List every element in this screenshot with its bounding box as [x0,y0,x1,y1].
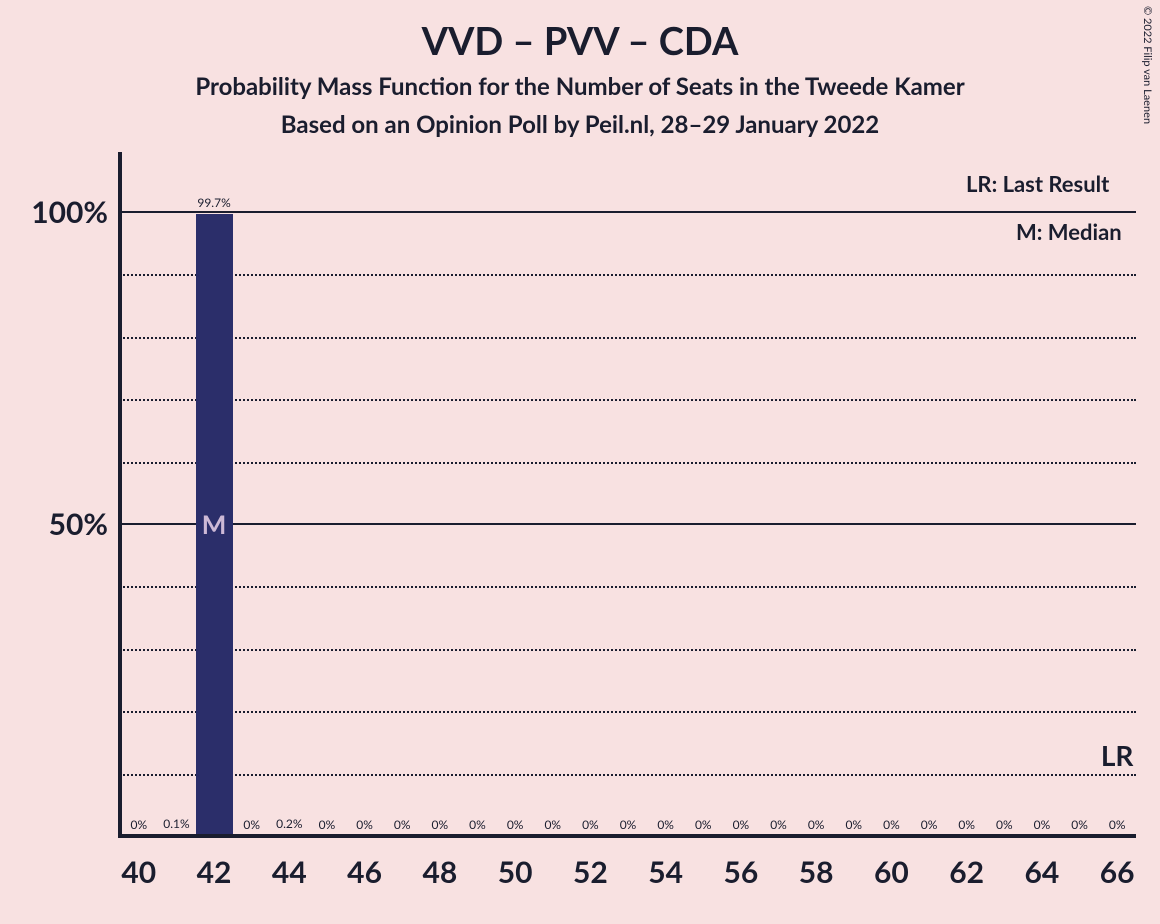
plot-area: 50%100%0%0.1%99.7%M0%0.2%0%0%0%0%0%0%0%0… [120,212,1136,836]
legend-last-result: LR: Last Result [966,170,1109,197]
x-tick-label: 60 [874,854,909,890]
bar-value-label: 0% [507,817,524,832]
bar-value-label: 0% [695,817,712,832]
bar-value-label: 0% [808,817,825,832]
bar-value-label: 99.7% [197,195,230,210]
bar-value-label: 0% [1034,817,1051,832]
x-tick-label: 42 [197,854,232,890]
chart-title: VVD – PVV – CDA [0,18,1160,64]
x-tick-label: 58 [799,854,834,890]
bar-value-label: 0% [243,817,260,832]
bar-value-label: 0% [131,817,148,832]
x-tick-label: 62 [949,854,984,890]
bar-value-label: 0% [733,817,750,832]
bar-value-label: 0.1% [163,816,189,831]
x-tick-label: 64 [1025,854,1060,890]
gridline-minor [120,649,1136,651]
gridline-minor [120,711,1136,713]
bar-value-label: 0% [469,817,486,832]
bar-value-label: 0% [544,817,561,832]
x-tick-label: 46 [347,854,382,890]
y-tick-label: 100% [31,194,108,230]
bar-value-label: 0% [883,817,900,832]
chart-subtitle-1: Probability Mass Function for the Number… [0,72,1160,101]
bar-value-label: 0% [657,817,674,832]
bar-value-label: 0% [356,817,373,832]
bar-value-label: 0% [958,817,975,832]
x-axis [118,834,1136,838]
x-tick-label: 48 [422,854,457,890]
legend-median: M: Median [1016,218,1122,245]
chart-subtitle-2: Based on an Opinion Poll by Peil.nl, 28–… [0,110,1160,139]
bar-value-label: 0% [845,817,862,832]
last-result-marker: LR [1101,738,1134,772]
bar-value-label: 0% [394,817,411,832]
gridline-minor [120,399,1136,401]
bar-value-label: 0.2% [276,816,302,831]
bar-value-label: 0% [582,817,599,832]
x-tick-label: 44 [272,854,307,890]
bar-value-label: 0% [770,817,787,832]
gridline-major [120,211,1136,213]
gridline-minor [120,337,1136,339]
gridline-minor [120,774,1136,776]
x-tick-label: 54 [648,854,683,890]
bar: 99.7%M [196,214,233,836]
bar-value-label: 0% [319,817,336,832]
bar-value-label: 0% [921,817,938,832]
bar-value-label: 0% [432,817,449,832]
y-axis [118,152,122,836]
x-tick-label: 50 [498,854,533,890]
bar-value-label: 0% [996,817,1013,832]
x-tick-label: 66 [1100,854,1135,890]
median-marker: M [202,508,227,540]
gridline-minor [120,586,1136,588]
x-tick-label: 56 [723,854,758,890]
x-tick-label: 40 [121,854,156,890]
gridline-minor [120,274,1136,276]
x-tick-label: 52 [573,854,608,890]
gridline-major [120,523,1136,525]
y-tick-label: 50% [49,506,108,542]
gridline-minor [120,462,1136,464]
bar-value-label: 0% [1109,817,1126,832]
bar-value-label: 0% [1071,817,1088,832]
bar-value-label: 0% [620,817,637,832]
